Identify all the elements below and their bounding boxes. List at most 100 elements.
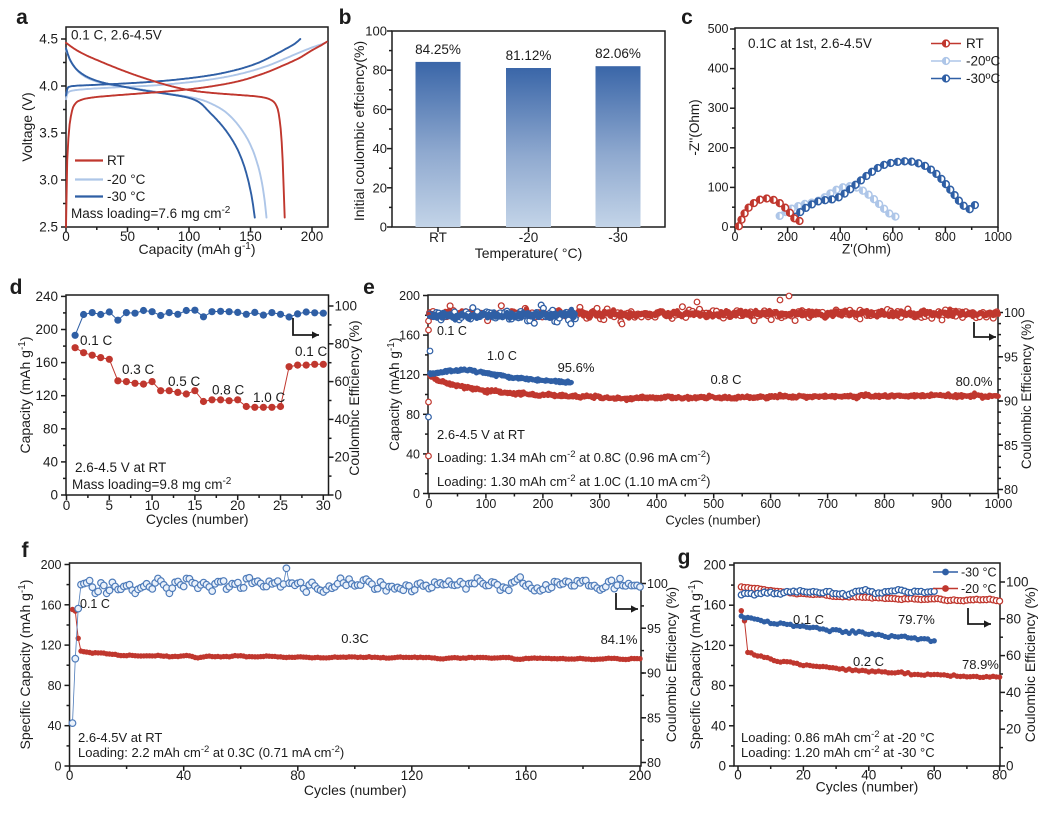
svg-text:300: 300 [708, 101, 729, 115]
svg-text:0.8 C: 0.8 C [710, 372, 741, 387]
svg-text:800: 800 [874, 497, 895, 511]
svg-text:a: a [16, 6, 28, 29]
svg-text:95: 95 [1004, 350, 1018, 364]
svg-text:0: 0 [66, 768, 74, 783]
svg-text:-Z''(Ohm): -Z''(Ohm) [687, 99, 702, 155]
svg-text:0: 0 [413, 487, 420, 501]
svg-text:Specific Capacity (mAh g-1): Specific Capacity (mAh g-1) [687, 580, 703, 750]
svg-text:80: 80 [992, 768, 1007, 783]
svg-text:Mass loading=9.8 mg cm-2: Mass loading=9.8 mg cm-2 [72, 476, 232, 492]
svg-text:150: 150 [239, 229, 262, 244]
svg-text:100: 100 [647, 577, 668, 591]
svg-text:0: 0 [335, 488, 343, 503]
svg-text:200: 200 [41, 558, 62, 572]
svg-text:82.06%: 82.06% [595, 46, 641, 61]
svg-text:Coulombic Efficiency (%): Coulombic Efficiency (%) [346, 320, 362, 475]
svg-text:0.5 C: 0.5 C [168, 374, 201, 389]
svg-text:80: 80 [335, 336, 350, 351]
svg-text:0.1C at 1st, 2.6-4.5V: 0.1C at 1st, 2.6-4.5V [748, 36, 872, 51]
svg-text:Loading: 1.30 mAh cm-2 at 1.0C: Loading: 1.30 mAh cm-2 at 1.0C (1.10 mA … [437, 473, 710, 489]
svg-text:30: 30 [316, 498, 331, 513]
svg-text:-20: -20 [519, 230, 539, 245]
svg-text:200: 200 [708, 141, 729, 155]
svg-text:60: 60 [927, 768, 942, 783]
svg-text:500: 500 [703, 497, 724, 511]
svg-text:120: 120 [41, 639, 62, 653]
svg-text:100: 100 [335, 299, 358, 314]
svg-text:900: 900 [931, 497, 952, 511]
svg-text:40: 40 [711, 718, 726, 733]
svg-text:600: 600 [882, 230, 903, 244]
svg-text:160: 160 [41, 598, 62, 612]
svg-text:160: 160 [703, 598, 726, 613]
svg-text:84.1%: 84.1% [601, 632, 638, 647]
svg-text:100: 100 [708, 180, 729, 194]
svg-text:Temperature( °C): Temperature( °C) [475, 245, 583, 261]
svg-text:3.5: 3.5 [39, 126, 58, 141]
svg-text:100: 100 [476, 497, 497, 511]
svg-text:40: 40 [1006, 685, 1021, 700]
svg-text:200: 200 [629, 768, 652, 783]
svg-text:50: 50 [120, 229, 135, 244]
svg-text:200: 200 [399, 289, 420, 303]
svg-text:Cycles (number): Cycles (number) [665, 513, 760, 528]
svg-text:25: 25 [273, 498, 288, 513]
svg-text:200: 200 [532, 497, 553, 511]
svg-text:95: 95 [647, 622, 661, 636]
svg-text:e: e [363, 276, 375, 299]
svg-text:d: d [10, 276, 23, 299]
svg-text:100: 100 [1004, 306, 1025, 320]
svg-text:240: 240 [35, 289, 58, 304]
svg-text:Capacity (mAh g-1): Capacity (mAh g-1) [386, 338, 402, 451]
svg-text:Coulombic Efficiency (%): Coulombic Efficiency (%) [663, 587, 679, 742]
svg-text:40: 40 [406, 447, 420, 461]
svg-text:80.0%: 80.0% [956, 374, 993, 389]
svg-text:800: 800 [935, 230, 956, 244]
svg-text:0: 0 [732, 230, 739, 244]
svg-text:80: 80 [48, 679, 62, 693]
svg-text:-30 °C: -30 °C [961, 566, 997, 580]
svg-text:-20 °C: -20 °C [107, 172, 146, 187]
svg-text:15: 15 [187, 498, 202, 513]
svg-text:0.8 C: 0.8 C [212, 383, 245, 398]
svg-text:0: 0 [718, 759, 726, 774]
svg-text:200: 200 [777, 230, 798, 244]
svg-text:80: 80 [647, 756, 661, 770]
svg-text:0: 0 [380, 220, 387, 235]
svg-text:80: 80 [373, 63, 387, 78]
svg-text:600: 600 [760, 497, 781, 511]
svg-text:78.9%: 78.9% [962, 657, 999, 672]
svg-text:0.2 C: 0.2 C [853, 654, 884, 669]
svg-text:RT: RT [107, 153, 125, 168]
svg-text:85: 85 [1004, 439, 1018, 453]
svg-text:120: 120 [399, 368, 420, 382]
svg-text:160: 160 [35, 355, 58, 370]
svg-text:1000: 1000 [984, 497, 1012, 511]
svg-text:1.0 C: 1.0 C [487, 349, 517, 363]
svg-text:4.0: 4.0 [39, 79, 58, 94]
svg-text:0.1 C: 0.1 C [437, 324, 467, 338]
svg-text:b: b [339, 6, 352, 29]
svg-text:2.6-4.5V at RT: 2.6-4.5V at RT [78, 730, 162, 745]
svg-text:160: 160 [515, 768, 538, 783]
svg-text:79.7%: 79.7% [898, 612, 935, 627]
svg-text:20: 20 [230, 498, 245, 513]
svg-text:-20 °C: -20 °C [961, 582, 997, 596]
svg-text:Mass loading=7.6 mg cm-2: Mass loading=7.6 mg cm-2 [71, 205, 231, 221]
svg-text:20: 20 [373, 180, 387, 195]
svg-text:100: 100 [1006, 575, 1029, 590]
svg-text:2.5: 2.5 [39, 220, 58, 235]
svg-text:RT: RT [429, 230, 447, 245]
svg-text:0: 0 [62, 229, 70, 244]
svg-text:Coulombic Efficiency (%): Coulombic Efficiency (%) [1019, 319, 1034, 469]
svg-text:300: 300 [589, 497, 610, 511]
svg-text:Capacity (mAh g-1): Capacity (mAh g-1) [138, 241, 255, 257]
svg-text:Loading: 2.2 mAh cm-2 at 0.3C: Loading: 2.2 mAh cm-2 at 0.3C (0.71 mA c… [78, 744, 344, 760]
svg-text:120: 120 [703, 638, 726, 653]
svg-text:0.3C: 0.3C [341, 631, 368, 646]
svg-text:40: 40 [373, 141, 387, 156]
svg-text:200: 200 [301, 229, 324, 244]
svg-text:Voltage (V): Voltage (V) [19, 92, 35, 161]
svg-text:200: 200 [35, 322, 58, 337]
svg-text:1000: 1000 [984, 230, 1012, 244]
